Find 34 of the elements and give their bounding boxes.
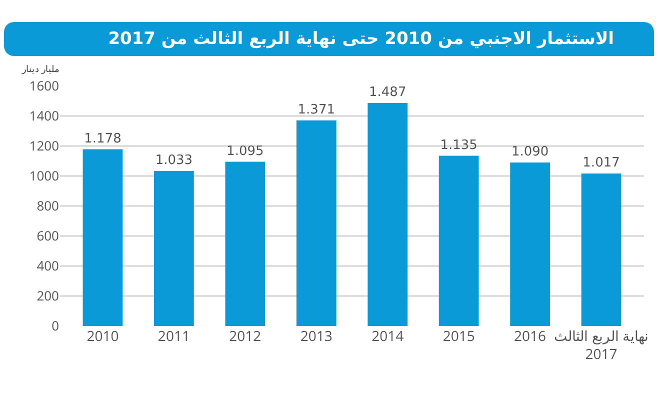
- data-label: 1.178: [84, 131, 122, 146]
- bar: [368, 102, 408, 326]
- y-tick-label: 600: [36, 226, 59, 245]
- data-label: 1.135: [440, 138, 478, 153]
- data-label: 1.033: [155, 153, 193, 168]
- y-tick-label: 800: [36, 196, 59, 215]
- data-label: 1.017: [582, 155, 620, 170]
- y-tick-label: 1600: [29, 76, 59, 95]
- bar: [438, 156, 479, 326]
- y-tick-label: 400: [36, 256, 59, 275]
- x-tick-label: 2011: [158, 327, 190, 346]
- bar: [510, 162, 550, 326]
- bar: [225, 162, 266, 326]
- y-tick-label: 1400: [29, 106, 59, 125]
- data-label: 1.095: [226, 144, 264, 159]
- x-tick-label: 2013: [300, 327, 332, 346]
- y-tick-label: 1000: [29, 166, 59, 185]
- bar: [154, 171, 194, 326]
- bar: [581, 173, 622, 326]
- y-tick-label: 1200: [29, 136, 59, 155]
- x-tick-label: 2014: [372, 327, 404, 346]
- data-label: 1.371: [298, 102, 335, 118]
- chart-title: الاستثمار الاجنبي من 2010 حتى نهاية الربع الثالث من 2017: [4, 22, 654, 56]
- bar: [82, 149, 123, 326]
- x-tick-label: 2012: [229, 327, 262, 346]
- bar: [296, 120, 336, 326]
- x-tick-label: 2016: [514, 327, 546, 346]
- data-label: 1.090: [511, 144, 549, 160]
- data-label: 1.487: [369, 84, 406, 100]
- x-tick-label: 2015: [442, 327, 475, 346]
- y-axis-title: مليار دينار: [21, 62, 60, 75]
- y-tick-label: 200: [36, 286, 59, 305]
- x-tick-label: 2010: [86, 327, 119, 346]
- y-tick-label: 0: [52, 316, 59, 335]
